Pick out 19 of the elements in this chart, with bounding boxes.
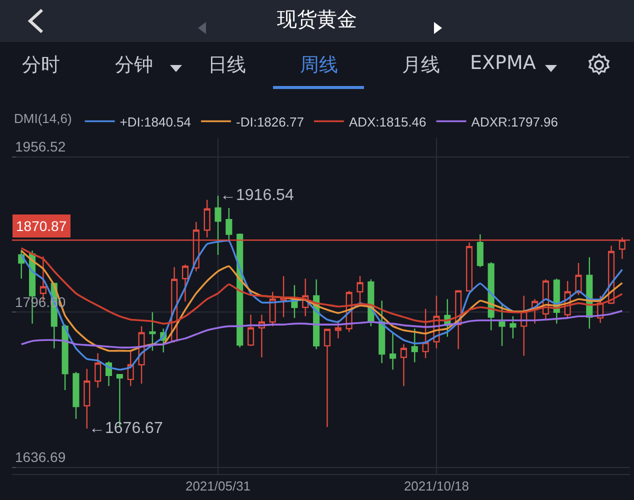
text: 周线 (300, 53, 338, 78)
chart-title: 现货黄金 (276, 6, 358, 33)
x-tick-label: 2021/05/31 (185, 478, 251, 494)
annotation: ←1676.67 (89, 420, 163, 437)
x-tick-label: 2021/10/18 (404, 478, 470, 494)
legend-label: +DI:1840.54 (120, 114, 191, 130)
annotation: ←1916.54 (220, 187, 294, 204)
text: 日线 (208, 53, 246, 78)
text: 分钟 (115, 53, 153, 78)
legend-label: ADXR:1797.96 (471, 114, 558, 130)
text: EXPMA (470, 52, 536, 74)
y-tick-label: 1636.69 (15, 449, 66, 466)
legend-label: ADX:1815.46 (348, 114, 426, 130)
text: 分时 (22, 53, 60, 78)
legend-label: -DI:1826.77 (236, 114, 304, 130)
ref-line-label: 1870.87 (16, 218, 67, 234)
text: 月线 (402, 53, 440, 78)
y-tick-label: 1956.52 (15, 138, 66, 155)
legend-title: DMI(14,6) (14, 111, 72, 126)
